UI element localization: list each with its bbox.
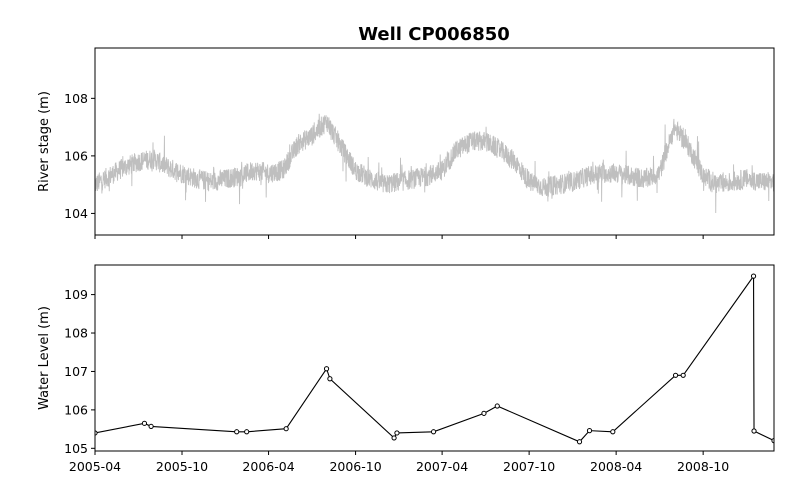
water-level-point (430, 429, 437, 435)
river-stage-panel: 104 106 108 River stage (m) (37, 47, 775, 239)
water-level-point (751, 428, 757, 434)
river-stage-x-ticks (94, 235, 704, 239)
x-tick-label: 2006-10 (329, 459, 381, 474)
water-level-point (586, 428, 593, 434)
river-stage-y-ticks: 104 106 108 (64, 91, 95, 221)
river-stage-y-axis-label: River stage (m) (37, 91, 52, 192)
x-tick-label: 2005-04 (69, 459, 121, 474)
water-level-point (750, 273, 757, 279)
water-level-point (323, 366, 330, 372)
water-level-point (391, 435, 397, 441)
x-tick-label: 2008-10 (677, 459, 729, 474)
y-tick-label: 109 (64, 287, 88, 302)
water-level-point (141, 420, 148, 426)
river-stage-series-line (95, 113, 774, 213)
water-level-point (244, 429, 250, 435)
water-level-point (771, 438, 774, 444)
river-stage-axes-frame (94, 47, 775, 236)
water-level-point (234, 429, 240, 435)
water-level-point (148, 423, 154, 430)
water-level-point (327, 376, 333, 382)
water-level-point (394, 430, 400, 436)
x-tick-label: 2007-10 (503, 459, 555, 474)
x-tick-label: 2008-04 (590, 459, 642, 474)
water-level-plot-area (95, 273, 774, 445)
water-level-point (494, 403, 500, 409)
water-level-x-ticks: 2005-04 2005-10 2006-04 2006-10 2007-04 2007-… (69, 451, 729, 474)
y-tick-label: 105 (64, 441, 88, 456)
y-tick-label: 107 (64, 364, 88, 379)
water-level-point (672, 372, 679, 378)
water-level-y-ticks: 105 106 107 108 109 (64, 287, 95, 456)
y-tick-label: 108 (64, 91, 88, 106)
y-tick-label: 104 (64, 206, 88, 221)
water-level-point (283, 426, 289, 432)
water-level-point (610, 429, 616, 435)
chart-title: Well CP006850 (358, 24, 510, 45)
water-level-axes-frame (94, 264, 775, 452)
y-tick-label: 108 (64, 326, 88, 341)
x-tick-label: 2005-10 (156, 459, 208, 474)
x-tick-label: 2007-04 (416, 459, 468, 474)
y-tick-label: 106 (64, 148, 88, 163)
water-level-point (680, 372, 686, 378)
river-stage-plot-area (95, 113, 774, 213)
y-tick-label: 106 (64, 402, 88, 417)
water-level-y-axis-label: Water Level (m) (37, 306, 52, 410)
x-tick-label: 2006-04 (242, 459, 294, 474)
water-level-point (481, 410, 487, 416)
water-level-point (576, 439, 583, 445)
